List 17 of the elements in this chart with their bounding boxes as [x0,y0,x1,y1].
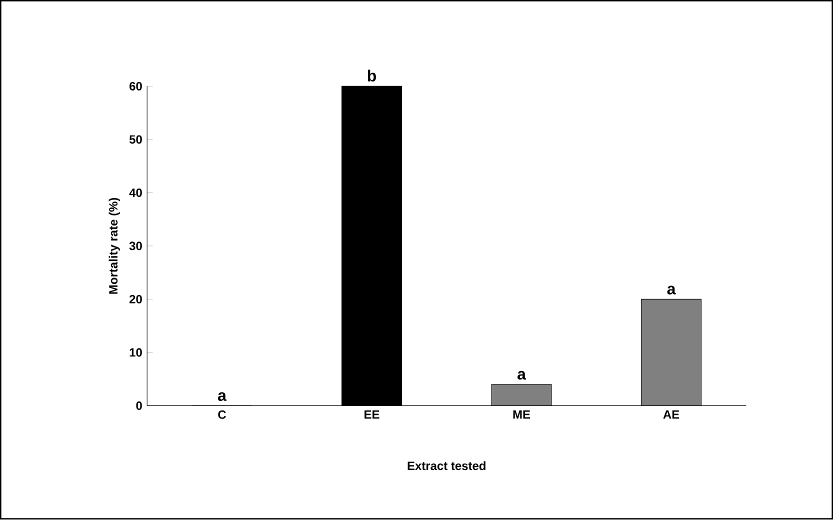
x-tick-label: ME [513,410,530,419]
y-tick-label: 50 [129,135,142,144]
y-tick-label: 10 [130,348,142,357]
y-axis-title: Mortality rate (%) [108,198,120,294]
x-tick-label: C [218,410,226,420]
x-tick-label: EE [364,410,380,419]
y-tick-label: 60 [130,82,142,91]
annotation: a [667,286,676,295]
y-tick-label: 40 [129,188,142,198]
annotation: b [368,70,376,82]
x-axis-title: Extract tested [408,462,486,470]
annotation: a [518,371,526,380]
y-tick-label: 20 [129,295,142,304]
annotation: a [218,392,227,402]
y-tick-label: 0 [136,402,142,410]
y-tick-label: 30 [129,242,142,250]
x-tick-label: AE [663,410,680,419]
